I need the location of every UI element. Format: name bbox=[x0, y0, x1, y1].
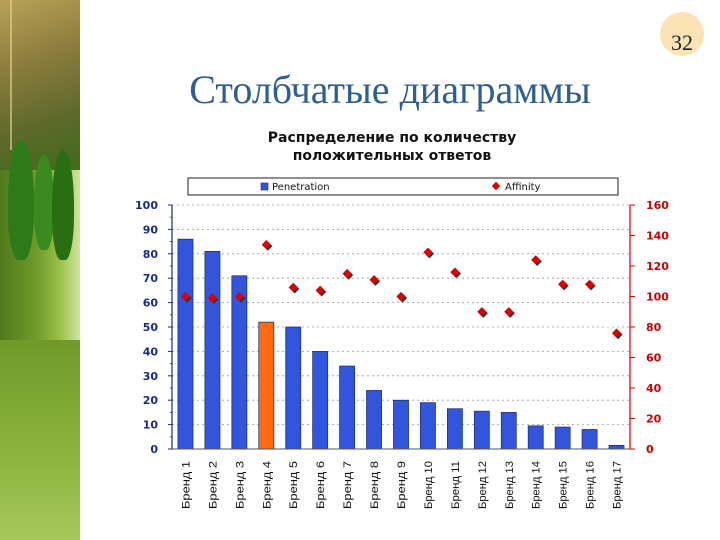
right-axis-tick-label: 140 bbox=[646, 230, 669, 243]
right-axis-tick-label: 40 bbox=[646, 382, 662, 395]
right-axis-tick-label: 0 bbox=[646, 443, 654, 456]
left-axis-tick-label: 70 bbox=[143, 272, 159, 285]
bar-penetration-5 bbox=[285, 326, 302, 450]
marker-affinity-9 bbox=[396, 291, 408, 303]
marker-affinity-17 bbox=[611, 328, 623, 340]
x-tick-label: Бренд 8 bbox=[369, 461, 381, 509]
bar-penetration-14 bbox=[527, 425, 544, 450]
marker-affinity-15 bbox=[558, 279, 569, 291]
x-tick-label: Бренд 10 bbox=[423, 461, 435, 509]
decorative-side-strip bbox=[0, 0, 80, 540]
legend-box bbox=[187, 177, 619, 196]
left-axis-tick-label: 50 bbox=[143, 321, 159, 334]
bar-penetration-2 bbox=[204, 251, 221, 450]
x-tick-label: Бренд 1 bbox=[180, 461, 192, 509]
x-tick-label: Бренд 17 bbox=[612, 461, 624, 509]
x-tick-label: Бренд 2 bbox=[207, 461, 219, 509]
marker-affinity-7 bbox=[342, 269, 354, 280]
x-tick-label: Бренд 7 bbox=[342, 461, 354, 509]
chart-title-line-1: Распределение по количеству bbox=[268, 130, 516, 146]
x-tick-label: Бренд 13 bbox=[504, 461, 516, 509]
bar-penetration-11 bbox=[446, 408, 463, 450]
marker-affinity-11 bbox=[450, 267, 461, 279]
x-tick-label: Бренд 12 bbox=[477, 461, 489, 509]
marker-affinity-14 bbox=[531, 255, 542, 266]
legend: Penetration Affinity bbox=[187, 177, 619, 196]
x-tick-label: Бренд 14 bbox=[531, 461, 543, 509]
left-axis-tick-label: 60 bbox=[143, 297, 159, 310]
x-tick-label: Бренд 4 bbox=[261, 461, 273, 509]
bar-penetration-13 bbox=[500, 412, 517, 450]
x-tick-label: Бренд 6 bbox=[315, 461, 327, 509]
x-tick-label: Бренд 16 bbox=[585, 461, 597, 509]
right-axis-tick-label: 80 bbox=[646, 321, 662, 334]
bar-penetration-9 bbox=[393, 399, 409, 450]
left-axis-tick-label: 40 bbox=[143, 345, 159, 358]
x-tick-label: Бренд 15 bbox=[558, 461, 570, 509]
right-axis-tick-label: 60 bbox=[646, 352, 662, 365]
chart-title-line-2: положительных ответов bbox=[293, 148, 492, 164]
bar-penetration-3 bbox=[231, 275, 248, 450]
left-axis-tick-label: 30 bbox=[143, 370, 159, 383]
marker-affinity-5 bbox=[288, 282, 300, 294]
right-axis-tick-label: 120 bbox=[646, 260, 669, 273]
marker-affinity-8 bbox=[369, 275, 381, 286]
legend-label-affinity: Affinity bbox=[505, 182, 541, 193]
bar-penetration-1 bbox=[177, 238, 194, 450]
marker-affinity-16 bbox=[584, 279, 596, 291]
bar-penetration-7 bbox=[339, 365, 356, 450]
page-number: 32 bbox=[671, 30, 693, 55]
left-axis-tick-label: 10 bbox=[143, 419, 159, 432]
marker-affinity-3 bbox=[234, 291, 246, 303]
x-tick-label: Бренд 5 bbox=[288, 461, 300, 509]
left-axis-tick-label: 90 bbox=[143, 223, 159, 236]
right-axis-tick-label: 160 bbox=[646, 199, 669, 212]
right-axis-tick-label: 100 bbox=[646, 291, 669, 304]
marker-affinity-1 bbox=[180, 291, 192, 303]
bar-penetration-16 bbox=[581, 429, 598, 450]
bar-penetration-4 bbox=[258, 321, 275, 450]
left-axis-tick-label: 20 bbox=[143, 394, 159, 407]
marker-affinity-4 bbox=[261, 240, 273, 251]
left-axis-tick-label: 100 bbox=[135, 199, 158, 212]
bar-penetration-6 bbox=[312, 351, 329, 450]
legend-label-penetration: Penetration bbox=[272, 182, 330, 193]
slide-title: Столбчатые диаграммы bbox=[189, 67, 591, 112]
bar-penetration-12 bbox=[473, 410, 490, 450]
marker-affinity-10 bbox=[423, 247, 435, 259]
marker-affinity-6 bbox=[315, 285, 327, 297]
x-tick-label: Бренд 11 bbox=[450, 461, 462, 509]
page-number-badge bbox=[660, 12, 704, 56]
left-axis-tick-label: 80 bbox=[143, 248, 159, 261]
marker-affinity-13 bbox=[504, 307, 515, 318]
marker-affinity-2 bbox=[207, 293, 219, 305]
bar-penetration-17 bbox=[608, 444, 625, 450]
bar-penetration-15 bbox=[554, 426, 571, 450]
legend-swatch-affinity bbox=[491, 181, 501, 191]
legend-swatch-penetration bbox=[260, 182, 269, 191]
left-axis-tick-label: 0 bbox=[150, 443, 158, 456]
bar-penetration-8 bbox=[366, 390, 382, 450]
bar-penetration-10 bbox=[420, 402, 436, 450]
marker-affinity-12 bbox=[477, 307, 488, 318]
x-tick-label: Бренд 3 bbox=[234, 461, 246, 509]
x-tick-label: Бренд 9 bbox=[396, 461, 408, 509]
right-axis-tick-label: 20 bbox=[646, 413, 662, 426]
